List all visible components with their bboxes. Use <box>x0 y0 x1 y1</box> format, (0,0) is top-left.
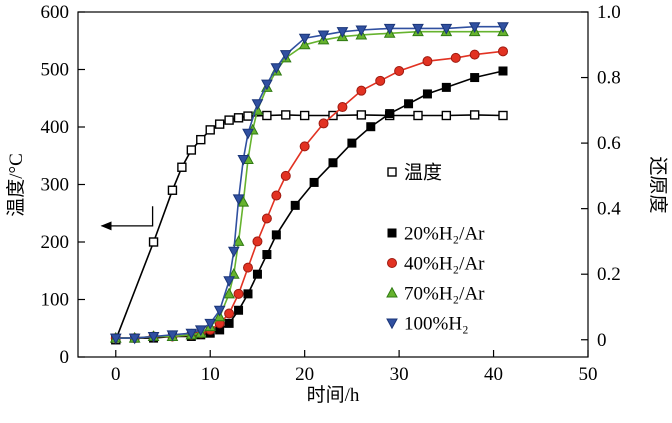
plot-frame <box>77 11 589 358</box>
y-axis-right: 0 0.2 0.4 0.6 0.8 1.0 <box>581 2 621 351</box>
y-left-tick-label: 400 <box>41 117 70 138</box>
x-tick-label: 50 <box>579 364 598 385</box>
legend-label: 40%H₂/Ar <box>404 254 485 275</box>
y-left-tick-label: 600 <box>41 2 70 23</box>
series-h2-100 <box>109 22 509 345</box>
legend-item-h2-70: 70%H₂/Ar <box>386 284 485 305</box>
legend-item-temperature: 温度 <box>387 162 442 184</box>
x-tick-label: 30 <box>390 364 409 385</box>
legend-label: 温度 <box>404 162 442 184</box>
y-right-tick-label: 0.4 <box>597 199 621 220</box>
legend-item-h2-100: 100%H₂ <box>386 314 469 335</box>
y-left-tick-label: 100 <box>41 290 70 311</box>
legend-label: 20%H₂/Ar <box>404 224 485 245</box>
legend: 温度 20%H₂/Ar 40%H₂/Ar 70%H₂/Ar 100%H₂ <box>386 162 485 335</box>
y-left-tick-label: 0 <box>60 347 70 368</box>
legend-item-h2-40: 40%H₂/Ar <box>387 254 485 275</box>
legend-label: 100%H₂ <box>404 314 469 335</box>
y-left-tick-label: 200 <box>41 232 70 253</box>
legend-item-h2-20: 20%H₂/Ar <box>387 224 485 245</box>
x-tick-label: 40 <box>484 364 503 385</box>
x-tick-label: 0 <box>111 364 121 385</box>
y-right-tick-label: 0.6 <box>597 133 621 154</box>
x-tick-label: 10 <box>201 364 220 385</box>
y-axis-left: 0 100 200 300 400 500 600 <box>41 2 85 368</box>
x-axis-title: 时间/h <box>307 384 360 406</box>
y-left-tick-label: 300 <box>41 175 70 196</box>
y-axis-right-title: 还原度 <box>647 156 669 213</box>
y-right-tick-label: 1.0 <box>597 2 621 23</box>
y-right-tick-label: 0 <box>597 330 607 351</box>
y-right-tick-label: 0.8 <box>597 68 621 89</box>
x-axis: 0 10 20 30 40 50 <box>111 350 598 385</box>
y-left-tick-label: 500 <box>41 60 70 81</box>
y-axis-left-title: 温度/°C <box>5 153 27 217</box>
left-axis-arrow <box>100 206 154 231</box>
legend-label: 70%H₂/Ar <box>404 284 485 305</box>
y-right-tick-label: 0.2 <box>597 264 621 285</box>
x-tick-label: 20 <box>295 364 314 385</box>
